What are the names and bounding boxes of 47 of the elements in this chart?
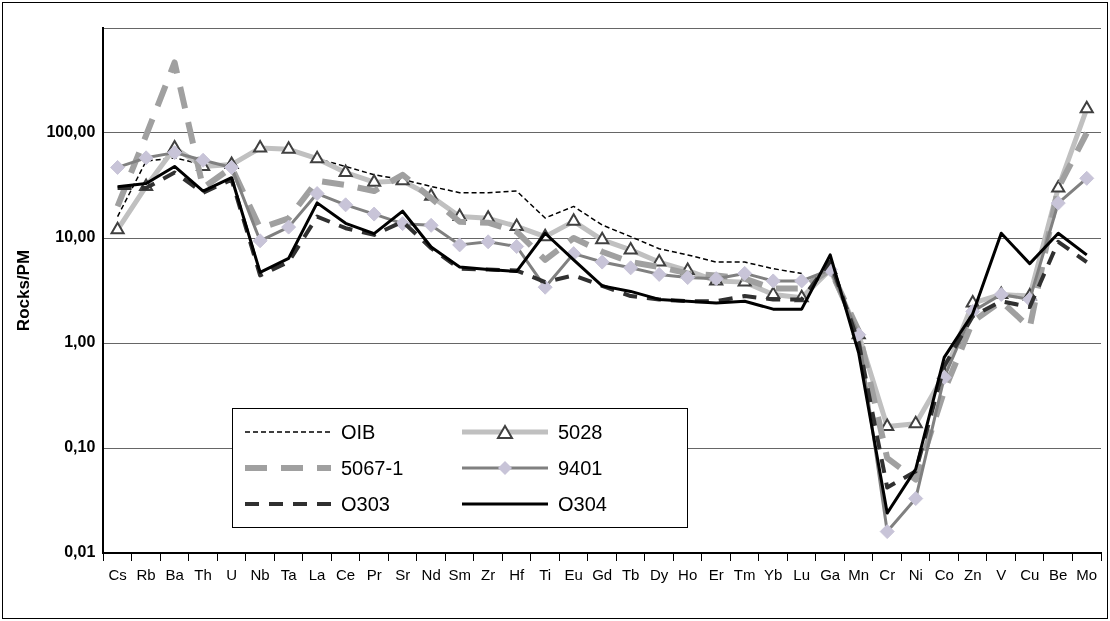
x-tick-label: Ga [820, 566, 841, 584]
x-tick-label: Yb [764, 566, 783, 584]
legend-label: O303 [341, 492, 390, 516]
x-tick-label: Cr [879, 566, 896, 584]
x-tick-label: Eu [564, 566, 583, 584]
x-tick-label: Zr [481, 566, 496, 584]
legend-label: 5028 [558, 420, 603, 444]
x-tick-label: Be [1049, 566, 1068, 584]
x-tick-label: Er [708, 566, 724, 584]
x-tick-label: U [226, 566, 238, 584]
y-tick-label: 10,00 [55, 228, 96, 246]
x-tick-label: Ni [908, 566, 923, 584]
x-tick-label: Rb [136, 566, 156, 584]
x-tick-label: Ti [539, 566, 552, 584]
legend-label: OIB [341, 420, 376, 444]
legend-label: 5067-1 [341, 456, 404, 480]
y-axis-title: Rocks/PM [13, 249, 33, 332]
x-tick-label: Ho [678, 566, 698, 584]
x-tick-label: V [996, 566, 1007, 584]
x-tick-label: Sr [395, 566, 411, 584]
x-tick-label: Ce [336, 566, 356, 584]
x-tick-label: Ba [165, 566, 185, 584]
x-tick-label: Mn [848, 566, 870, 584]
y-tick-label: 100,00 [46, 123, 96, 141]
x-tick-label: Cu [1020, 566, 1040, 584]
x-tick-label: Zn [963, 566, 982, 584]
legend-label: 9401 [558, 456, 603, 480]
y-tick-label: 0,10 [64, 438, 96, 456]
legend-label: O304 [558, 492, 607, 516]
x-tick-label: Gd [592, 566, 613, 584]
x-tick-label: Sm [448, 566, 471, 584]
y-tick-label: 1,00 [64, 333, 96, 351]
x-tick-label: Pr [366, 566, 382, 584]
x-tick-label: Hf [509, 566, 525, 584]
x-tick-label: Th [194, 566, 212, 584]
x-tick-label: Ta [280, 566, 298, 584]
x-tick-label: Nd [421, 566, 441, 584]
x-tick-label: Co [934, 566, 954, 584]
x-tick-label: Tb [621, 566, 640, 584]
x-tick-label: Dy [650, 566, 669, 584]
x-tick-label: Tm [733, 566, 756, 584]
x-tick-label: Cs [108, 566, 127, 584]
x-tick-label: La [308, 566, 327, 584]
x-tick-label: Mo [1076, 566, 1098, 584]
y-tick-label: 0,01 [64, 543, 96, 561]
x-tick-label: Nb [250, 566, 270, 584]
x-tick-label: Lu [793, 566, 811, 584]
